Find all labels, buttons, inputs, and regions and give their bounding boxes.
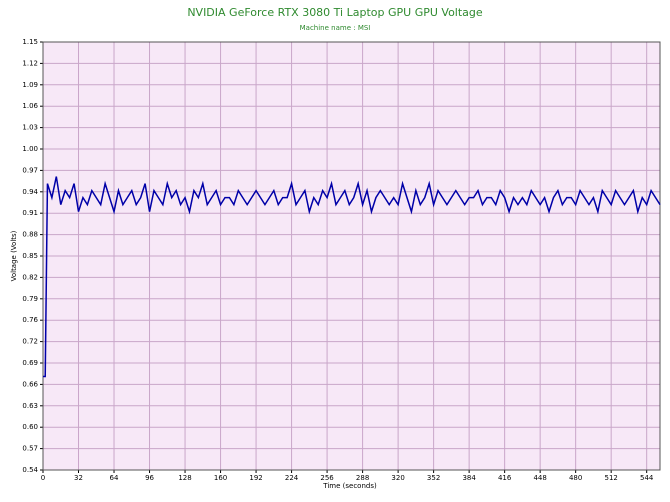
x-tick-label: 352 bbox=[427, 474, 440, 482]
y-tick-label: 0.79 bbox=[22, 295, 38, 303]
y-tick-label: 0.57 bbox=[22, 445, 38, 453]
plot-border bbox=[42, 41, 661, 471]
x-tick-label: 384 bbox=[462, 474, 476, 482]
x-tick-label: 160 bbox=[214, 474, 227, 482]
y-tick-label: 0.54 bbox=[22, 466, 38, 474]
y-tick-label: 0.82 bbox=[22, 273, 38, 281]
y-tick-label: 0.66 bbox=[22, 380, 38, 388]
y-tick-label: 1.03 bbox=[22, 124, 38, 132]
x-tick-label: 448 bbox=[533, 474, 546, 482]
x-tick-label: 224 bbox=[285, 474, 299, 482]
x-tick-label: 128 bbox=[178, 474, 191, 482]
y-tick-label: 0.72 bbox=[22, 338, 38, 346]
y-axis-label: Voltage (Volts) bbox=[10, 230, 18, 281]
y-tick-label: 1.00 bbox=[22, 145, 38, 153]
y-tick-label: 0.60 bbox=[22, 423, 38, 431]
y-tick-label: 0.85 bbox=[22, 252, 38, 260]
x-tick-label: 256 bbox=[320, 474, 334, 482]
x-tick-label: 416 bbox=[498, 474, 512, 482]
y-tick-label: 0.97 bbox=[22, 166, 38, 174]
chart-title: NVIDIA GeForce RTX 3080 Ti Laptop GPU GP… bbox=[187, 6, 483, 19]
chart-subtitle: Machine name : MSI bbox=[300, 24, 371, 32]
y-tick-label: 1.09 bbox=[22, 81, 38, 89]
x-tick-label: 0 bbox=[41, 474, 45, 482]
x-tick-label: 544 bbox=[640, 474, 654, 482]
y-tick-label: 0.76 bbox=[22, 316, 38, 324]
x-tick-label: 192 bbox=[249, 474, 262, 482]
y-tick-label: 0.88 bbox=[22, 231, 38, 239]
y-tick-label: 1.12 bbox=[22, 59, 38, 67]
x-tick-label: 320 bbox=[391, 474, 404, 482]
x-tick-label: 288 bbox=[356, 474, 369, 482]
x-tick-label: 32 bbox=[74, 474, 83, 482]
x-tick-label: 96 bbox=[145, 474, 154, 482]
y-tick-label: 1.06 bbox=[22, 102, 38, 110]
y-tick-label: 0.69 bbox=[22, 359, 38, 367]
y-tick-label: 0.94 bbox=[22, 188, 38, 196]
x-axis-label: Time (seconds) bbox=[322, 482, 377, 490]
x-tick-label: 480 bbox=[569, 474, 582, 482]
x-tick-label: 64 bbox=[110, 474, 119, 482]
x-tick-label: 512 bbox=[604, 474, 617, 482]
y-tick-label: 0.63 bbox=[22, 402, 38, 410]
y-tick-label: 1.15 bbox=[22, 38, 38, 46]
data-line bbox=[43, 176, 661, 378]
y-tick-label: 0.91 bbox=[22, 209, 38, 217]
